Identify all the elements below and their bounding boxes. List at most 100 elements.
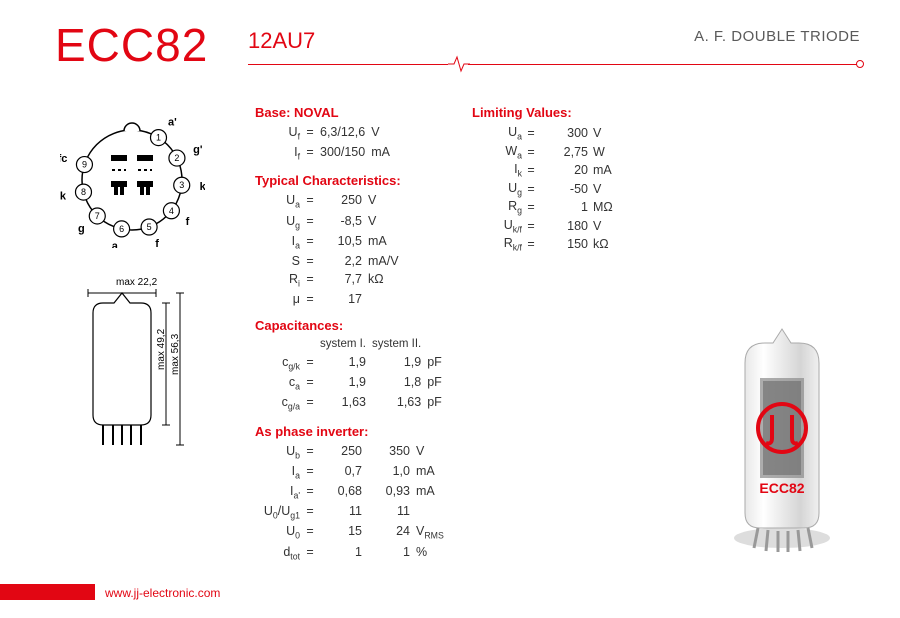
spec-eq: = bbox=[303, 462, 317, 482]
spec-value: 250 bbox=[317, 442, 365, 462]
spec-unit: kΩ bbox=[590, 236, 626, 253]
spec-unit: kΩ bbox=[365, 270, 402, 290]
spec-eq: = bbox=[524, 218, 538, 235]
spec-unit: mA bbox=[365, 232, 402, 252]
spec-symbol: Ri bbox=[255, 270, 303, 290]
spec-eq: = bbox=[303, 373, 317, 393]
alt-model-title: 12AU7 bbox=[248, 28, 315, 54]
capacitances-title: Capacitances: bbox=[255, 318, 460, 333]
spec-symbol: U0/Ug1 bbox=[255, 502, 303, 522]
spec-value: 350 bbox=[365, 442, 413, 462]
pin-label: f bbox=[186, 216, 190, 228]
spec-symbol: Uf bbox=[255, 123, 303, 143]
spec-value: 24 bbox=[365, 522, 413, 542]
spec-value: 2,2 bbox=[317, 252, 365, 270]
typical-title: Typical Characteristics: bbox=[255, 173, 460, 188]
outline-diagram: max 22,2 max 49,2 max 56,3 bbox=[78, 275, 193, 465]
pin-label: g bbox=[78, 223, 85, 235]
pin-number: 9 bbox=[82, 160, 87, 170]
spec-eq: = bbox=[524, 199, 538, 216]
pin-number: 1 bbox=[156, 133, 161, 143]
pin-label: fc bbox=[60, 153, 67, 165]
spec-value: 1,8 bbox=[369, 373, 424, 393]
spec-value: 250 bbox=[317, 191, 365, 211]
spec-eq: = bbox=[303, 252, 317, 270]
spec-symbol: cg/k bbox=[255, 353, 303, 373]
spec-unit: % bbox=[413, 543, 449, 563]
tube-photo: ECC82 bbox=[710, 323, 855, 553]
spec-value: 20 bbox=[540, 162, 588, 179]
spec-unit: MΩ bbox=[590, 199, 626, 216]
pin-number: 3 bbox=[179, 180, 184, 190]
spec-eq: = bbox=[524, 144, 538, 161]
spec-unit: mA bbox=[413, 482, 449, 502]
spec-symbol: S bbox=[255, 252, 303, 270]
pin-label: a' bbox=[168, 116, 177, 128]
pin-number: 5 bbox=[147, 222, 152, 232]
spec-value: 11 bbox=[317, 502, 365, 522]
spec-eq: = bbox=[303, 270, 317, 290]
spec-symbol: dtot bbox=[255, 543, 303, 563]
spec-unit bbox=[413, 502, 449, 522]
spec-symbol: Ug bbox=[255, 212, 303, 232]
spec-eq: = bbox=[303, 232, 317, 252]
spec-value: 17 bbox=[317, 290, 365, 308]
spec-symbol: Rk/f bbox=[474, 236, 522, 253]
spec-unit: VRMS bbox=[413, 522, 449, 542]
limiting-title: Limiting Values: bbox=[472, 105, 628, 120]
spec-value: 150 bbox=[540, 236, 588, 253]
spec-unit: V bbox=[365, 191, 402, 211]
cap-col1: system I. bbox=[317, 336, 369, 353]
spec-unit: V bbox=[590, 125, 626, 142]
spec-value: 15 bbox=[317, 522, 365, 542]
spec-eq: = bbox=[303, 442, 317, 462]
spec-eq: = bbox=[524, 125, 538, 142]
divider-dot-icon bbox=[856, 60, 864, 68]
spec-value: 0,68 bbox=[317, 482, 365, 502]
spec-eq: = bbox=[303, 212, 317, 232]
pulse-icon bbox=[448, 54, 470, 74]
spec-value: -8,5 bbox=[317, 212, 365, 232]
tube-model-label: ECC82 bbox=[759, 480, 804, 496]
spec-eq: = bbox=[303, 482, 317, 502]
limiting-block: Limiting Values: Ua = 300 VWa = 2,75 WIk… bbox=[472, 105, 628, 255]
spec-symbol: U0 bbox=[255, 522, 303, 542]
pin-number: 6 bbox=[119, 224, 124, 234]
spec-unit: W bbox=[590, 144, 626, 161]
spec-value: 0,93 bbox=[365, 482, 413, 502]
spec-eq: = bbox=[303, 143, 317, 163]
pin-label: g' bbox=[193, 144, 203, 156]
spec-unit: V bbox=[365, 212, 402, 232]
spec-value: 180 bbox=[540, 218, 588, 235]
spec-eq: = bbox=[303, 123, 317, 143]
footer-accent-bar bbox=[0, 584, 95, 600]
spec-unit: V bbox=[413, 442, 449, 462]
spec-value: 1 bbox=[540, 199, 588, 216]
spec-value: 0,7 bbox=[317, 462, 365, 482]
spec-unit: mA bbox=[590, 162, 626, 179]
divider-line bbox=[248, 64, 860, 65]
spec-symbol: If bbox=[255, 143, 303, 163]
pin-diagram: 1a'2g'3k'4f5f6a7g8k9fc bbox=[60, 108, 205, 248]
spec-symbol: cg/a bbox=[255, 393, 303, 413]
spec-value: 1,0 bbox=[365, 462, 413, 482]
spec-symbol: Ua bbox=[255, 191, 303, 211]
spec-value: 300/150 bbox=[317, 143, 368, 163]
spec-unit: mA/V bbox=[365, 252, 402, 270]
spec-eq: = bbox=[524, 236, 538, 253]
spec-eq: = bbox=[303, 353, 317, 373]
pin-label: k' bbox=[200, 181, 205, 193]
spec-eq: = bbox=[303, 522, 317, 542]
spec-value: -50 bbox=[540, 181, 588, 198]
pin-label: f bbox=[155, 238, 159, 248]
spec-symbol: Rg bbox=[474, 199, 522, 216]
spec-eq: = bbox=[524, 181, 538, 198]
outline-h1-label: max 49,2 bbox=[156, 328, 167, 370]
spec-value: 1 bbox=[317, 543, 365, 563]
spec-unit: V bbox=[590, 181, 626, 198]
spec-symbol: ca bbox=[255, 373, 303, 393]
spec-symbol: Uk/f bbox=[474, 218, 522, 235]
cap-col2: system II. bbox=[369, 336, 424, 353]
spec-value: 1 bbox=[365, 543, 413, 563]
pin-number: 4 bbox=[169, 206, 174, 216]
